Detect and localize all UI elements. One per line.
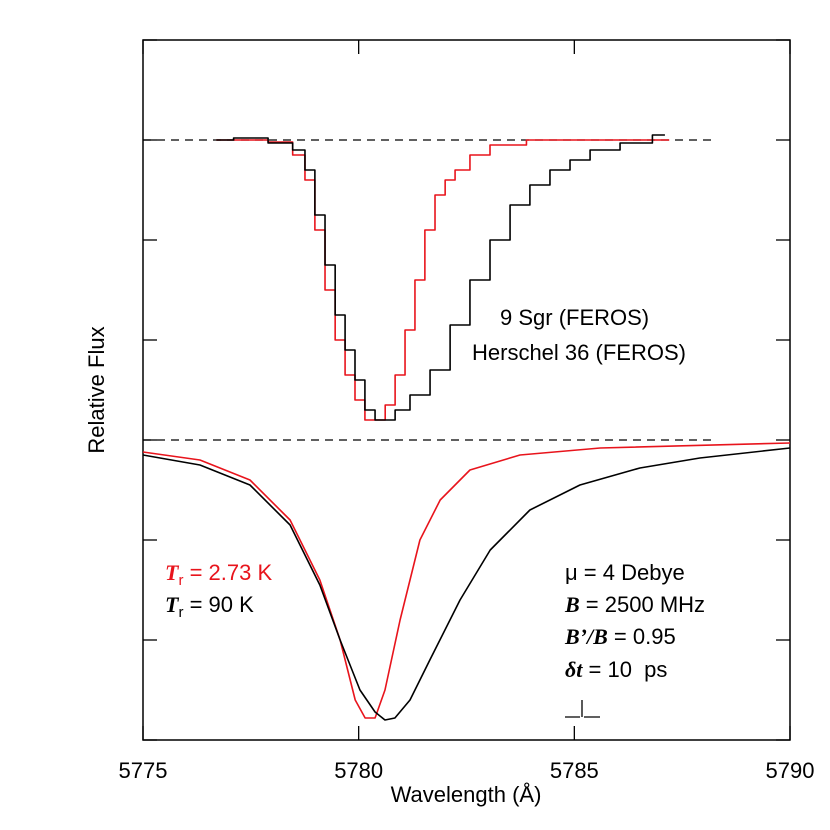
x-tick-label: 5780 bbox=[334, 758, 383, 783]
annotation-subscript: r bbox=[178, 604, 183, 621]
annotation: δt = 10 ps bbox=[565, 657, 667, 682]
annotation-text: = 4 Debye bbox=[578, 560, 685, 585]
spectrum-line bbox=[216, 139, 670, 421]
annotation-symbol: B’/B bbox=[564, 624, 608, 649]
annotation: Tr = 90 K bbox=[165, 592, 254, 621]
legend-entry: 9 Sgr (FEROS) bbox=[500, 305, 649, 330]
x-axis-label: Wavelength (Å) bbox=[391, 782, 542, 807]
annotation: Tr = 2.73 K bbox=[165, 560, 272, 589]
scale-marker bbox=[565, 700, 600, 718]
annotation-symbol: μ bbox=[565, 560, 578, 585]
spectrum-line bbox=[142, 442, 791, 719]
y-axis-label: Relative Flux bbox=[84, 326, 109, 453]
annotation-text: = 2.73 K bbox=[183, 560, 272, 585]
annotation-symbol: T bbox=[165, 592, 180, 617]
annotation-symbol: T bbox=[165, 560, 180, 585]
annotation-text: = 2500 MHz bbox=[580, 592, 705, 617]
annotation-text: = 10 ps bbox=[582, 657, 667, 682]
annotation: μ = 4 Debye bbox=[565, 560, 685, 585]
annotation-text: = 90 K bbox=[183, 592, 254, 617]
x-tick-label: 5790 bbox=[766, 758, 815, 783]
x-tick-label: 5775 bbox=[119, 758, 168, 783]
annotation-text: = 0.95 bbox=[608, 624, 676, 649]
annotation-subscript: r bbox=[178, 572, 183, 589]
annotation: B’/B = 0.95 bbox=[564, 624, 676, 649]
legend-entry: Herschel 36 (FEROS) bbox=[472, 340, 686, 365]
annotation-symbol: B bbox=[564, 592, 580, 617]
spectrum-line bbox=[216, 134, 665, 421]
x-tick-label: 5785 bbox=[550, 758, 599, 783]
plot-frame bbox=[142, 39, 791, 741]
spectrum-line bbox=[142, 447, 791, 721]
annotation: B = 2500 MHz bbox=[564, 592, 705, 617]
annotation-symbol: δt bbox=[565, 657, 583, 682]
